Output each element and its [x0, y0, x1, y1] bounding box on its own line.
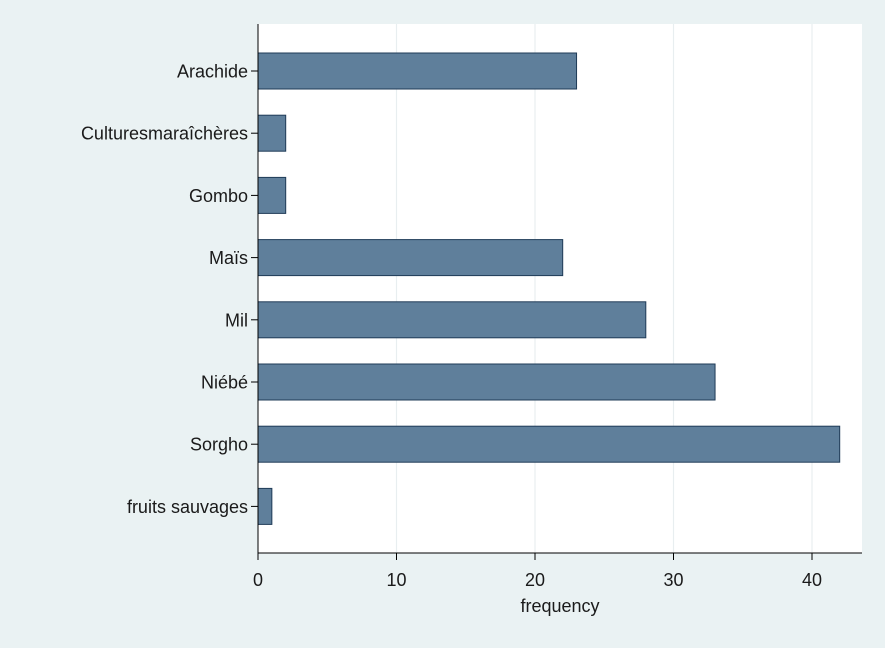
category-label: Sorgho: [190, 435, 248, 455]
bars: [257, 52, 841, 525]
bar: [257, 425, 841, 463]
category-label: fruits sauvages: [127, 497, 248, 517]
x-tick-labels: 0 10 20 30 40: [253, 570, 822, 590]
x-tick-label: 20: [525, 570, 545, 590]
x-tick-label: 40: [802, 570, 822, 590]
x-tick-label: 30: [663, 570, 683, 590]
x-tick-label: 0: [253, 570, 263, 590]
category-label: Gombo: [189, 186, 248, 206]
category-label: Culturesmaraîchères: [81, 124, 248, 144]
bar: [257, 176, 287, 214]
axes: [251, 24, 862, 560]
category-label: Arachide: [177, 62, 248, 82]
bar: [257, 487, 273, 525]
bar: [257, 239, 564, 277]
category-labels: Arachide Culturesmaraîchères Gombo Maïs Mil N…: [81, 62, 248, 517]
x-tick-label: 10: [386, 570, 406, 590]
category-label: Maïs: [209, 248, 248, 268]
category-label: Niébé: [201, 373, 248, 393]
bar: [257, 363, 716, 401]
bar: [257, 301, 647, 339]
bar: [257, 114, 287, 152]
grid-lines: [395, 24, 813, 553]
x-axis-title: frequency: [520, 596, 599, 616]
bar: [257, 52, 578, 90]
plot-area: [258, 24, 862, 553]
category-label: Mil: [225, 310, 248, 330]
